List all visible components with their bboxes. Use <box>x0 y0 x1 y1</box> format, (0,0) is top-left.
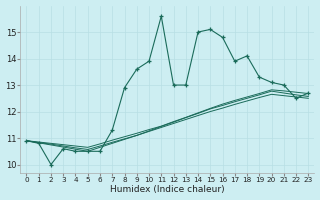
X-axis label: Humidex (Indice chaleur): Humidex (Indice chaleur) <box>110 185 225 194</box>
